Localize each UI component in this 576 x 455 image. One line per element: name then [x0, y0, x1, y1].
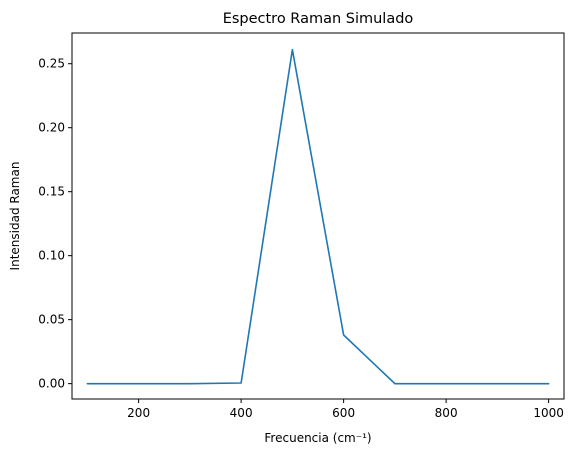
x-tick-label: 200	[127, 406, 150, 420]
y-axis: 0.00 0.05 0.10 0.15 0.20 0.25	[38, 57, 72, 391]
y-axis-label: Intensidad Raman	[8, 162, 22, 271]
chart-title: Espectro Raman Simulado	[223, 11, 414, 27]
y-tick-label: 0.20	[38, 121, 65, 135]
x-tick-label: 1000	[533, 406, 564, 420]
x-axis: 200 400 600 800 1000	[127, 399, 564, 420]
plot-frame	[71, 32, 565, 400]
x-tick-label: 400	[230, 406, 253, 420]
series-line	[86, 48, 550, 385]
y-tick-label: 0.05	[38, 313, 65, 327]
x-axis-label: Frecuencia (cm⁻¹)	[264, 431, 371, 445]
x-tick-label: 800	[435, 406, 458, 420]
y-tick-label: 0.00	[38, 377, 65, 391]
x-tick-label: 600	[332, 406, 355, 420]
y-tick-label: 0.15	[38, 185, 65, 199]
plot-area	[71, 32, 565, 400]
y-tick-label: 0.10	[38, 249, 65, 263]
y-tick-label: 0.25	[38, 57, 65, 71]
